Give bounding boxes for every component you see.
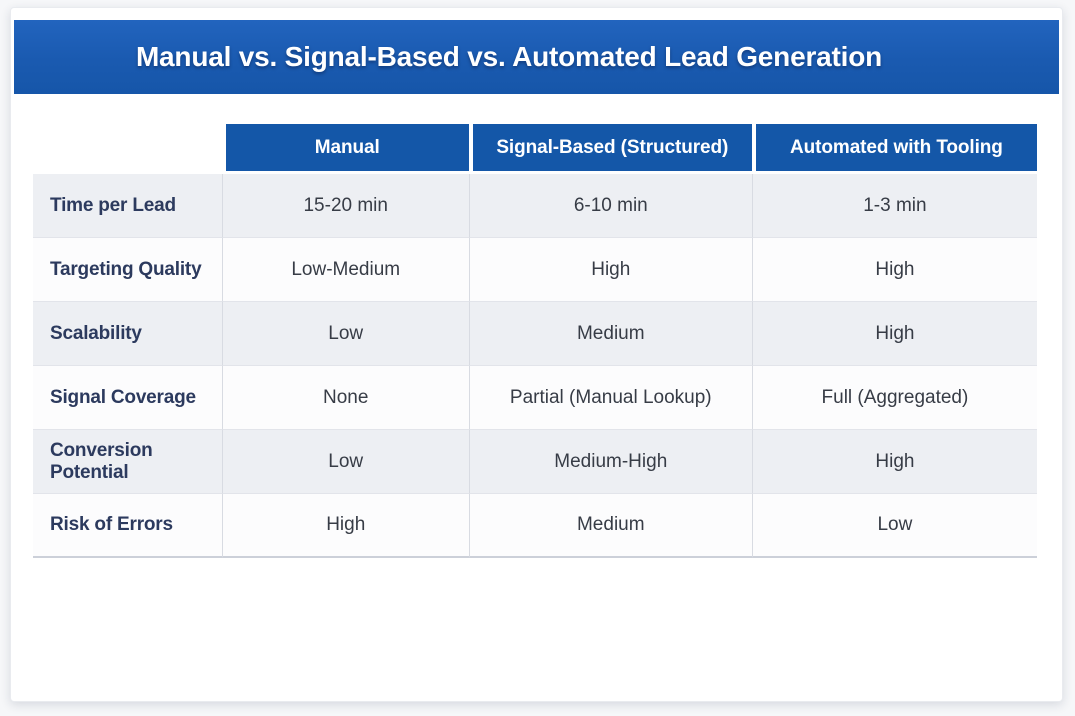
table-row: Conversion Potential Low Medium-High High (33, 430, 1037, 494)
table-cell: High (468, 238, 752, 302)
table-cell: Full (Aggregated) (751, 366, 1037, 430)
table-cell: High (751, 302, 1037, 366)
table-cell: Low-Medium (221, 238, 469, 302)
column-header-signal-based: Signal-Based (Structured) (468, 124, 752, 174)
infographic-card: Manual vs. Signal-Based vs. Automated Le… (10, 7, 1063, 702)
corner-cell (33, 124, 222, 174)
table-cell: Low (221, 430, 469, 494)
table-cell: None (221, 366, 469, 430)
table-row: Targeting Quality Low-Medium High High (33, 238, 1037, 302)
row-label: Targeting Quality (33, 238, 222, 302)
table-cell: High (221, 494, 469, 558)
comparison-table: Manual Signal-Based (Structured) Automat… (33, 124, 1037, 558)
row-label: Risk of Errors (33, 494, 222, 558)
row-label: Time per Lead (33, 174, 222, 238)
table-cell: Low (751, 494, 1037, 558)
table-cell: Medium-High (468, 430, 752, 494)
table-row: Risk of Errors High Medium Low (33, 494, 1037, 558)
table-cell: Low (221, 302, 469, 366)
row-label: Conversion Potential (33, 430, 222, 494)
table-cell: Partial (Manual Lookup) (468, 366, 752, 430)
table-cell: High (751, 238, 1037, 302)
page-title: Manual vs. Signal-Based vs. Automated Le… (135, 41, 883, 72)
table-row: Signal Coverage None Partial (Manual Looku… (33, 366, 1037, 430)
table-cell: 15-20 min (221, 174, 469, 238)
column-header-manual: Manual (221, 124, 469, 174)
table-cell: High (751, 430, 1037, 494)
table-cell: Medium (468, 302, 752, 366)
table-cell: Medium (468, 494, 752, 558)
table-cell: 1-3 min (751, 174, 1037, 238)
table-row: Time per Lead 15-20 min 6-10 min 1-3 min (33, 174, 1037, 238)
row-label: Signal Coverage (33, 366, 222, 430)
header-row: Manual Signal-Based (Structured) Automat… (33, 124, 1037, 174)
comparison-table-wrap: Manual Signal-Based (Structured) Automat… (33, 124, 1037, 558)
table-row: Scalability Low Medium High (33, 302, 1037, 366)
row-label: Scalability (33, 302, 222, 366)
title-banner: Manual vs. Signal-Based vs. Automated Le… (14, 20, 1059, 94)
table-cell: 6-10 min (468, 174, 752, 238)
column-header-automated: Automated with Tooling (751, 124, 1037, 174)
